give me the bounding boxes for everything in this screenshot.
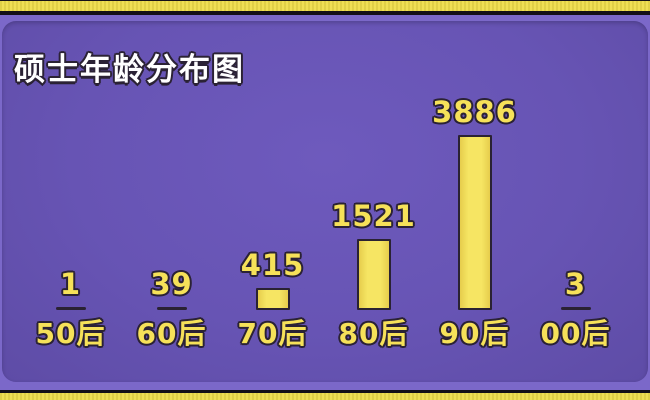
bar-column: 3886: [424, 98, 525, 310]
bottom-border-band: [0, 393, 650, 400]
bar-column: 1521: [323, 202, 424, 310]
bar-column: 3: [525, 270, 626, 310]
category-label: 50后: [35, 317, 106, 350]
chart-panel: [2, 21, 648, 382]
category-label: 80后: [338, 317, 409, 350]
category-labels-row: 50后 60后 70后 80后 90后 00后: [20, 317, 626, 350]
bar: [255, 288, 290, 310]
bar-value-label: 3: [564, 267, 587, 301]
category-label: 90后: [439, 317, 510, 350]
bar: [457, 135, 492, 310]
bar-column: 415: [222, 251, 323, 310]
category-label: 70后: [237, 317, 308, 350]
bar-value-label: 1521: [331, 199, 416, 233]
bar: [156, 307, 187, 310]
bar-value-label: 39: [150, 267, 193, 301]
bar: [560, 307, 591, 310]
bar-value-label: 3886: [432, 95, 517, 129]
bars-row: 1 39 415 1521 3886 3: [20, 98, 626, 310]
bar-column: 39: [121, 270, 222, 310]
chart-title: 硕士年龄分布图: [14, 52, 245, 88]
chart-backdrop: [0, 15, 650, 390]
bar-column: 1: [20, 270, 121, 310]
bar: [356, 239, 391, 310]
bar-value-label: 1: [59, 267, 82, 301]
bar: [55, 307, 86, 310]
top-border-band: [0, 1, 650, 11]
category-label: 00后: [540, 317, 611, 350]
category-label: 60后: [136, 317, 207, 350]
bar-value-label: 415: [240, 248, 305, 282]
